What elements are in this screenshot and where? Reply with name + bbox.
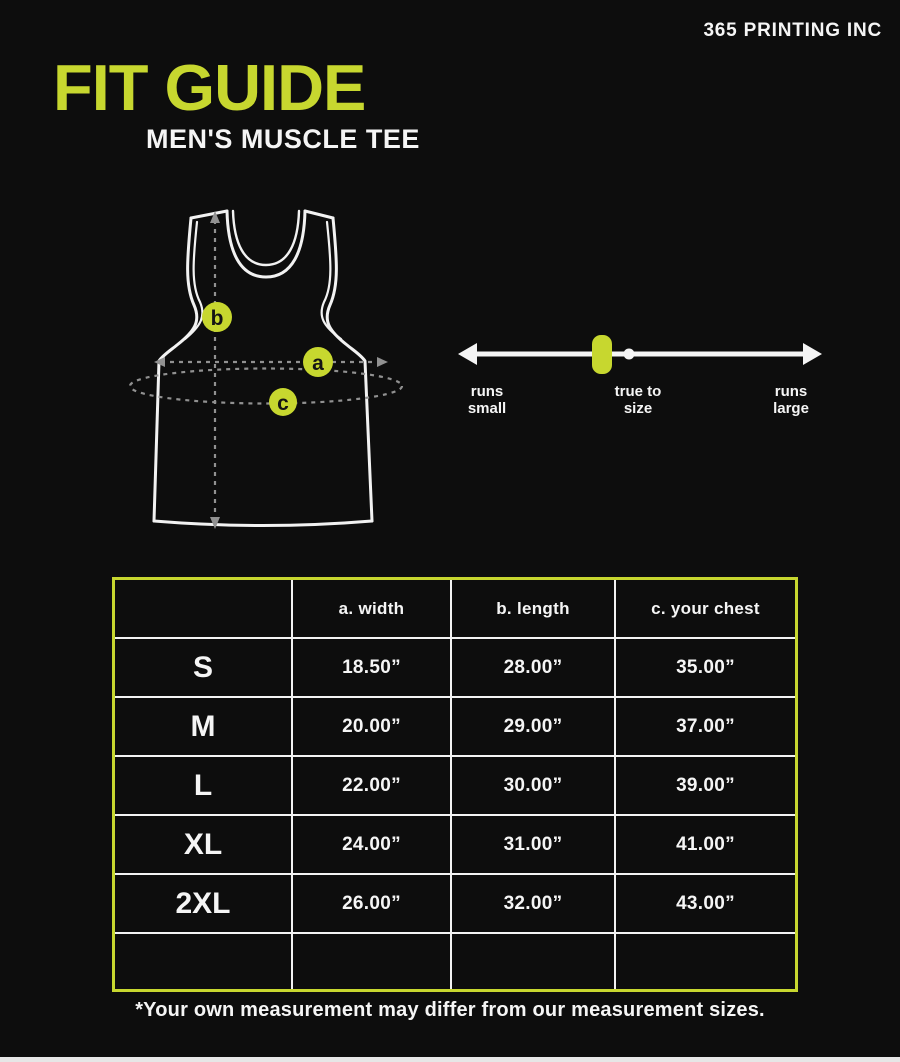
empty-cell	[115, 932, 293, 989]
length-value: 29.00”	[452, 696, 616, 755]
tee-outline	[152, 209, 374, 527]
table-row: 2XL 26.00” 32.00” 43.00”	[115, 873, 795, 932]
table-row: XL 24.00” 31.00” 41.00”	[115, 814, 795, 873]
empty-cell	[452, 932, 616, 989]
arrow-up-icon	[210, 211, 220, 223]
length-value: 30.00”	[452, 755, 616, 814]
arrow-down-icon	[210, 517, 220, 529]
col-header-length: b. length	[452, 580, 616, 637]
col-header-width: a. width	[293, 580, 452, 637]
empty-cell	[616, 932, 795, 989]
arrow-left-icon	[154, 357, 165, 367]
col-header-chest: c. your chest	[651, 598, 760, 618]
table-header-row: a. width b. length c. your chest	[115, 580, 795, 637]
size-label: XL	[115, 814, 293, 873]
table-empty-row	[115, 932, 795, 989]
size-label: S	[115, 637, 293, 696]
length-value: 28.00”	[452, 637, 616, 696]
size-label: M	[115, 696, 293, 755]
footnote: *Your own measurement may differ from ou…	[135, 999, 765, 1021]
marker-c-circle	[269, 388, 297, 416]
measurement-guides	[128, 220, 404, 520]
table-row: L 22.00” 30.00” 39.00”	[115, 755, 795, 814]
scale-label-runs-large: runs large	[773, 383, 809, 417]
width-value: 22.00”	[293, 755, 452, 814]
chest-value: 35.00”	[616, 637, 795, 696]
scale-arrow-left-icon	[458, 343, 477, 365]
scale-marker	[592, 335, 612, 374]
page-subtitle: MEN'S MUSCLE TEE	[146, 124, 420, 154]
page-title: FIT GUIDE	[53, 51, 366, 124]
muscle-tee-diagram: b a c	[115, 190, 415, 535]
scale-dot	[623, 348, 635, 360]
size-table: a. width b. length c. your chest S 18.50…	[112, 577, 798, 992]
width-value: 20.00”	[293, 696, 452, 755]
chest-dashed-ellipse	[128, 367, 404, 405]
table-row: M 20.00” 29.00” 37.00”	[115, 696, 795, 755]
size-label: L	[115, 755, 293, 814]
guide-arrowheads	[154, 211, 388, 529]
scale-label-runs-small: runs small	[467, 383, 507, 417]
chest-value: 43.00”	[616, 873, 795, 932]
marker-c-label: c	[277, 392, 289, 415]
arrow-right-icon	[377, 357, 388, 367]
scale-arrow-right-icon	[803, 343, 822, 365]
marker-b-label: b	[211, 307, 224, 330]
fit-scale-graphic	[458, 335, 822, 374]
brand-text: 365 PRINTING INC	[703, 20, 882, 41]
marker-a-circle	[303, 347, 333, 377]
chest-value: 41.00”	[616, 814, 795, 873]
size-label: 2XL	[115, 873, 293, 932]
width-value: 26.00”	[293, 873, 452, 932]
length-value: 32.00”	[452, 873, 616, 932]
width-value: 24.00”	[293, 814, 452, 873]
marker-b-circle	[202, 302, 232, 332]
chest-value: 37.00”	[616, 696, 795, 755]
width-value: 18.50”	[293, 637, 452, 696]
fit-scale: runs small true to size runs large	[455, 330, 825, 435]
scale-label-true-to-size: true to size	[614, 383, 662, 417]
length-value: 31.00”	[452, 814, 616, 873]
marker-a-label: a	[312, 352, 324, 375]
table-corner-cell	[115, 580, 293, 637]
chest-value: 39.00”	[616, 755, 795, 814]
muscle-tee-illustration: b a c	[128, 209, 404, 529]
bottom-edge-strip	[0, 1057, 900, 1062]
empty-cell	[293, 932, 452, 989]
measure-markers: b a c	[202, 302, 333, 416]
table-row: S 18.50” 28.00” 35.00”	[115, 637, 795, 696]
